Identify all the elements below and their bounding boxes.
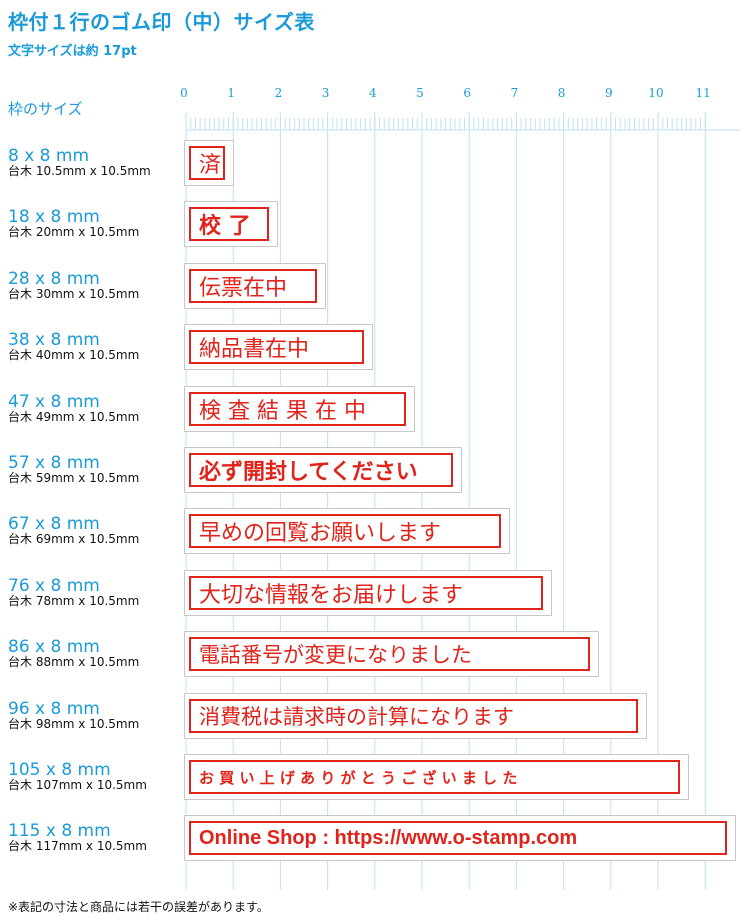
ruler-number: 4 — [368, 86, 377, 100]
frame-size: 96 x 8 mm — [8, 698, 100, 719]
stamp-impression: 大切な情報をお届けします — [189, 575, 544, 610]
stamp-impression: 済 — [189, 146, 225, 180]
size-label: 76 x 8 mm 台木 78mm x 10.5mm — [8, 577, 139, 608]
size-label: 28 x 8 mm 台木 30mm x 10.5mm — [8, 270, 139, 301]
base-size: 台木 20mm x 10.5mm — [8, 225, 140, 240]
frame-size: 47 x 8 mm — [8, 391, 100, 412]
ruler-number: 10 — [648, 86, 664, 100]
base-size: 台木 78mm x 10.5mm — [8, 593, 140, 608]
base-size: 台木 98mm x 10.5mm — [8, 716, 140, 731]
frame-size: 57 x 8 mm — [8, 453, 100, 473]
stamp-base: お 買 い 上 げ あ り が と う ご ざ い ま し た — [184, 754, 690, 800]
stamp-base: 早めの回覧お願いします — [184, 508, 510, 555]
stamp-impression: 納品書在中 — [189, 330, 364, 365]
base-size: 台木 49mm x 10.5mm — [8, 409, 140, 424]
size-label: 86 x 8 mm 台木 88mm x 10.5mm — [8, 638, 139, 669]
stamp-base: 伝票在中 — [184, 262, 326, 309]
stamp-base: 電話番号が変更になりました — [184, 631, 600, 678]
frame-size: 67 x 8 mm — [8, 514, 100, 535]
ruler-number: 5 — [416, 86, 424, 100]
ruler-number: 7 — [510, 86, 519, 100]
size-label: 115 x 8 mm 台木 117mm x 10.5mm — [8, 822, 147, 853]
stamp-impression: 電話番号が変更になりました — [189, 637, 591, 672]
base-size: 台木 30mm x 10.5mm — [8, 286, 140, 301]
frame-size: 115 x 8 mm — [8, 821, 111, 842]
size-label: 67 x 8 mm 台木 69mm x 10.5mm — [8, 515, 139, 546]
frame-size: 105 x 8 mm — [8, 760, 111, 780]
base-size: 台木 107mm x 10.5mm — [8, 778, 147, 792]
ruler-number: 8 — [557, 86, 566, 100]
size-label: 96 x 8 mm 台木 98mm x 10.5mm — [8, 700, 139, 731]
stamp-impression: 必ず開封してください — [189, 453, 454, 487]
ruler-number: 6 — [463, 86, 472, 100]
stamp-base: 校 了 — [184, 201, 279, 248]
size-label: 105 x 8 mm 台木 107mm x 10.5mm — [8, 761, 147, 792]
stamp-base: 検 査 結 果 在 中 — [184, 385, 416, 432]
stamp-base: 必ず開封してください — [184, 447, 463, 493]
size-label: 18 x 8 mm 台木 20mm x 10.5mm — [8, 208, 139, 239]
tolerance-note: ※表記の寸法と商品には若干の誤差があります。 — [8, 900, 269, 914]
base-size: 台木 69mm x 10.5mm — [8, 532, 140, 547]
stamp-impression: 消費税は請求時の計算になります — [189, 698, 638, 733]
stamp-impression: 校 了 — [189, 207, 270, 242]
stamp-base: Online Shop : https://www.o-stamp.com — [184, 815, 737, 862]
frame-size-header: 枠のサイズ — [8, 100, 83, 118]
base-size: 台木 10.5mm x 10.5mm — [8, 164, 151, 178]
frame-size: 28 x 8 mm — [8, 268, 100, 289]
ruler-number: 3 — [321, 86, 330, 100]
ruler-number: 2 — [274, 86, 283, 100]
frame-size: 18 x 8 mm — [8, 207, 100, 228]
frame-size: 86 x 8 mm — [8, 637, 100, 658]
stamp-base: 大切な情報をお届けします — [184, 569, 553, 616]
size-label: 47 x 8 mm 台木 49mm x 10.5mm — [8, 393, 139, 424]
ruler-number: 1 — [227, 86, 236, 100]
ruler-number: 11 — [695, 86, 711, 100]
base-size: 台木 40mm x 10.5mm — [8, 348, 140, 363]
stamp-base: 納品書在中 — [184, 324, 373, 371]
base-size: 台木 88mm x 10.5mm — [8, 655, 140, 670]
page-title: 枠付１行のゴム印（中）サイズ表 — [8, 10, 315, 34]
size-label: 8 x 8 mm 台木 10.5mm x 10.5mm — [8, 147, 151, 178]
stamp-impression: お 買 い 上 げ あ り が と う ご ざ い ま し た — [189, 760, 681, 794]
frame-size: 8 x 8 mm — [8, 146, 90, 166]
base-size: 台木 117mm x 10.5mm — [8, 839, 147, 854]
stamp-base: 済 — [184, 140, 234, 186]
stamp-impression: 早めの回覧お願いします — [189, 514, 501, 549]
stamp-impression: Online Shop : https://www.o-stamp.com — [189, 821, 728, 856]
frame-size: 38 x 8 mm — [8, 330, 100, 351]
ruler-number: 0 — [180, 86, 188, 100]
frame-size: 76 x 8 mm — [8, 575, 100, 596]
stamp-impression: 伝票在中 — [189, 268, 317, 303]
ruler-number: 9 — [604, 86, 613, 100]
stamp-base: 消費税は請求時の計算になります — [184, 692, 647, 739]
font-size-note: 文字サイズは約 17pt — [8, 44, 137, 59]
base-size: 台木 59mm x 10.5mm — [8, 471, 140, 485]
size-label: 57 x 8 mm 台木 59mm x 10.5mm — [8, 454, 139, 485]
stamp-impression: 検 査 結 果 在 中 — [189, 391, 407, 426]
size-label: 38 x 8 mm 台木 40mm x 10.5mm — [8, 331, 139, 362]
